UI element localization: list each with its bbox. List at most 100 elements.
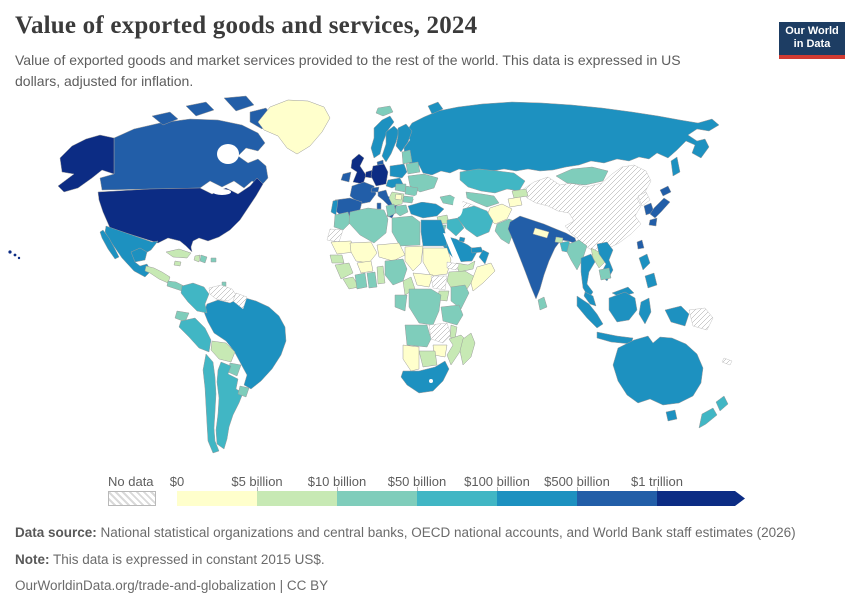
country-north-korea[interactable]	[637, 191, 651, 207]
country-niger[interactable]	[376, 242, 406, 262]
country-hungary[interactable]	[394, 183, 407, 193]
country-libya[interactable]	[391, 215, 421, 247]
country-canada[interactable]	[223, 95, 255, 112]
country-philippines[interactable]	[638, 253, 651, 271]
country-australia[interactable]	[665, 409, 678, 422]
no-data-swatch[interactable]	[108, 491, 156, 506]
country-egypt[interactable]	[420, 219, 448, 247]
country-oman[interactable]	[478, 249, 490, 265]
country-bolivia[interactable]	[210, 340, 236, 363]
country-eritrea[interactable]	[446, 261, 460, 271]
country-philippines[interactable]	[644, 272, 658, 289]
country-argentina[interactable]	[215, 361, 244, 450]
country-iceland[interactable]	[375, 105, 394, 117]
country-guyana[interactable]	[232, 292, 248, 310]
country-greece[interactable]	[394, 204, 409, 217]
country-chile[interactable]	[202, 353, 220, 454]
country-south-sudan[interactable]	[430, 275, 448, 291]
country-belarus[interactable]	[405, 161, 421, 175]
country-laos[interactable]	[590, 247, 606, 269]
country-france[interactable]	[349, 181, 377, 205]
country-uzbekistan[interactable]	[465, 191, 500, 208]
country-kuwait[interactable]	[458, 236, 466, 243]
country-puerto-rico[interactable]	[210, 257, 217, 263]
country-japan[interactable]	[659, 185, 672, 197]
country-russia[interactable]	[427, 101, 444, 115]
country-mexico[interactable]	[99, 229, 120, 260]
country-japan[interactable]	[648, 217, 658, 227]
country-kyrgyzstan[interactable]	[511, 188, 529, 199]
country-indonesia[interactable]	[664, 305, 690, 327]
country-sudan[interactable]	[422, 247, 452, 277]
legend-swatch-4[interactable]	[497, 491, 577, 506]
country-ireland[interactable]	[340, 171, 352, 183]
country-bhutan[interactable]	[554, 236, 564, 244]
country-chad[interactable]	[404, 245, 424, 272]
owid-logo[interactable]: Our World in Data	[779, 22, 845, 60]
country-lithuania[interactable]	[401, 149, 413, 165]
country-new-zealand[interactable]	[715, 395, 729, 412]
country-south-africa[interactable]	[400, 360, 450, 394]
country-bulgaria[interactable]	[402, 195, 415, 204]
country-canada[interactable]	[99, 118, 269, 191]
country-dr-congo[interactable]	[408, 288, 442, 326]
country-trinidad[interactable]	[221, 281, 227, 287]
country-sweden[interactable]	[381, 125, 400, 163]
country-united-states-hawaii[interactable]	[8, 250, 12, 254]
country-romania[interactable]	[404, 185, 419, 197]
country-sri-lanka[interactable]	[537, 296, 548, 311]
country-mexico[interactable]	[130, 247, 148, 263]
country-norway[interactable]	[370, 115, 395, 159]
country-switzerland[interactable]	[370, 186, 380, 193]
country-angola[interactable]	[404, 324, 432, 348]
country-senegal[interactable]	[329, 254, 345, 264]
country-russia[interactable]	[670, 156, 681, 177]
country-serbia[interactable]	[394, 193, 403, 201]
country-haiti[interactable]	[193, 254, 201, 263]
country-united-states-hawaii[interactable]	[17, 256, 21, 260]
country-western-sahara[interactable]	[326, 228, 344, 243]
country-kenya[interactable]	[450, 284, 470, 310]
country-indonesia[interactable]	[638, 297, 652, 325]
country-dominican-republic[interactable]	[199, 254, 208, 264]
country-brazil[interactable]	[203, 296, 287, 390]
country-madagascar[interactable]	[459, 332, 476, 366]
country-australia[interactable]	[612, 335, 704, 406]
country-iraq[interactable]	[446, 217, 465, 237]
country-india[interactable]	[507, 215, 578, 300]
country-taiwan[interactable]	[636, 239, 645, 250]
country-jamaica[interactable]	[173, 260, 182, 267]
country-benin[interactable]	[376, 265, 386, 285]
country-gabon[interactable]	[394, 294, 408, 312]
country-mongolia[interactable]	[555, 166, 609, 186]
country-guatemala[interactable]	[144, 265, 171, 284]
country-venezuela[interactable]	[208, 284, 237, 302]
country-myanmar[interactable]	[566, 239, 588, 271]
legend-swatch-1[interactable]	[257, 491, 337, 506]
country-indonesia[interactable]	[608, 291, 638, 323]
legend-swatch-5[interactable]	[577, 491, 657, 506]
country-guinea[interactable]	[334, 262, 354, 280]
country-italy[interactable]	[376, 202, 382, 210]
country-algeria[interactable]	[348, 207, 389, 244]
country-peru[interactable]	[178, 317, 212, 353]
country-namibia[interactable]	[402, 344, 420, 372]
country-indonesia[interactable]	[576, 295, 604, 329]
country-kazakhstan[interactable]	[459, 168, 526, 194]
country-zambia[interactable]	[428, 322, 452, 344]
country-cambodia[interactable]	[598, 267, 612, 281]
country-ghana[interactable]	[366, 271, 378, 289]
legend-color-bar[interactable]	[177, 491, 745, 506]
legend-swatch-3[interactable]	[417, 491, 497, 506]
legend-swatch-0[interactable]	[177, 491, 257, 506]
country-united-kingdom[interactable]	[350, 153, 367, 185]
country-china[interactable]	[521, 164, 652, 254]
country-uruguay[interactable]	[237, 385, 250, 398]
country-thailand[interactable]	[580, 253, 596, 299]
country-somalia[interactable]	[470, 262, 496, 292]
country-burkina-faso[interactable]	[356, 260, 374, 274]
country-mali[interactable]	[349, 241, 378, 264]
owid-link[interactable]: OurWorldinData.org/trade-and-globalizati…	[15, 578, 329, 594]
country-canada[interactable]	[151, 111, 179, 126]
country-finland[interactable]	[395, 123, 413, 153]
